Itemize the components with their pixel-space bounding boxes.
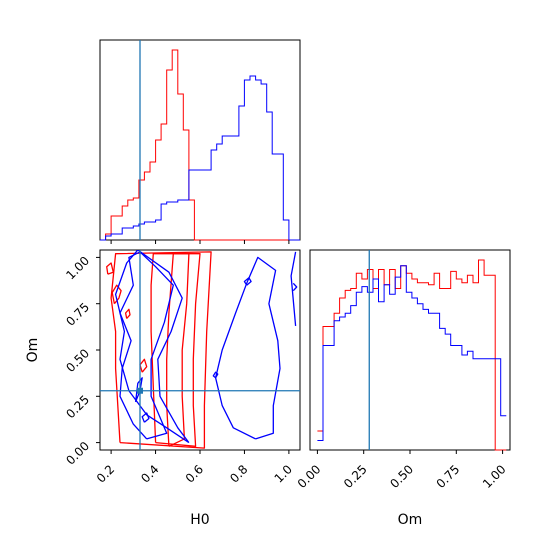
contour-series-1-level-2 [114, 250, 190, 444]
contour-series-0-level-1 [150, 253, 201, 447]
y-axis-label-om: Om [25, 338, 41, 363]
x-axis-label-om: Om [398, 512, 423, 528]
contour-truth-marker [137, 387, 143, 394]
contour-series-1-level-7 [290, 251, 297, 326]
hist-om-series-1 [317, 265, 507, 441]
contour-series-1-level-5 [212, 371, 219, 379]
contour-series-0-level-3 [111, 284, 122, 305]
x-axis-label-h0: H0 [190, 512, 209, 528]
contour-series-0-level-4 [106, 262, 114, 275]
contour-series-0-level-6 [124, 308, 131, 319]
hist-h0-series-0 [100, 49, 300, 241]
hist-h0-series-1 [100, 75, 300, 241]
contour-series-1-level-6 [243, 277, 252, 286]
contour-marks [100, 250, 300, 450]
hist-h0-panel [99, 39, 301, 244]
contour-series-1-level-3 [214, 256, 281, 440]
contour-series-0-level-5 [139, 358, 148, 373]
contour-series-1-level-4 [141, 412, 150, 423]
contour-series-0-level-2 [110, 251, 212, 449]
contour-series-1-level-8 [292, 282, 298, 292]
